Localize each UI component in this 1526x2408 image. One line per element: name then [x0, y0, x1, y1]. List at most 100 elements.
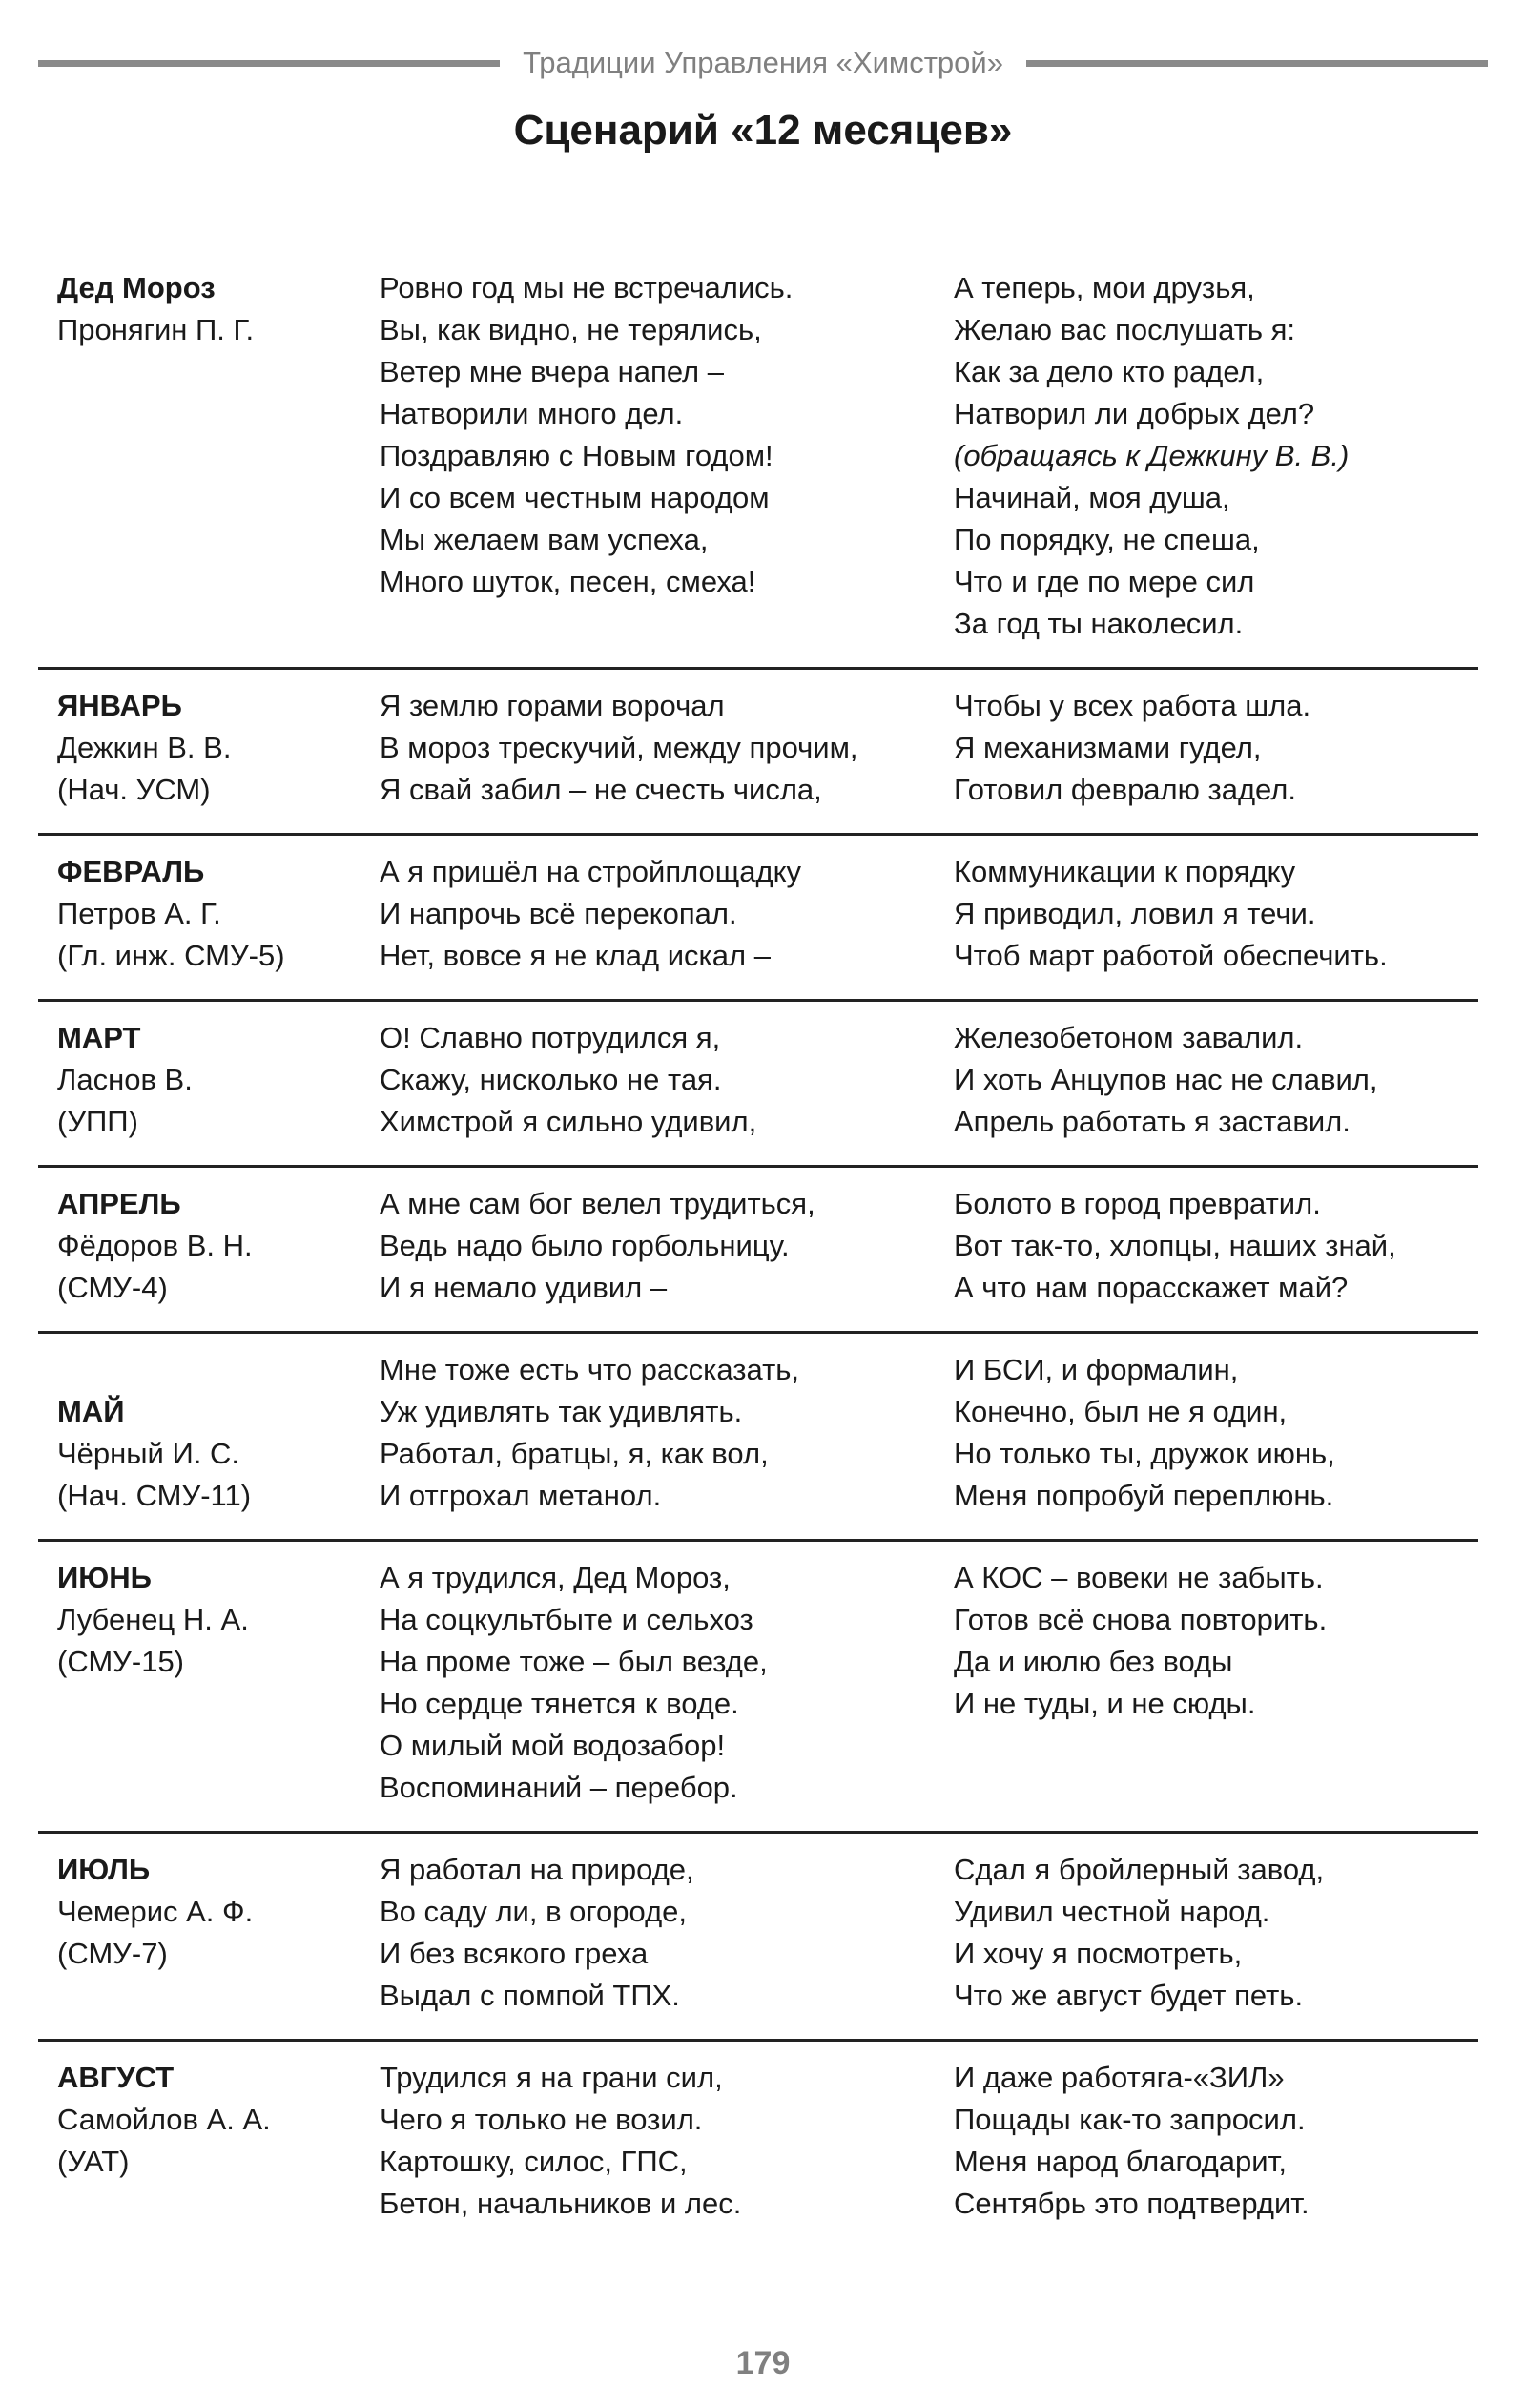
performer-line: (Нач. УСМ): [57, 773, 211, 806]
verse-line: Чего я только не возил.: [380, 2103, 703, 2136]
performer-line: (Нач. СМУ-11): [57, 1479, 252, 1512]
verse-line: (обращаясь к Дежкину В. В.): [954, 439, 1350, 472]
verse-cell-right: Болото в город превратил. Вот так-то, хло…: [954, 1183, 1478, 1309]
verse-line: Ветер мне вчера напел –: [380, 355, 724, 388]
verse-line: На соцкультбыте и сельхоз: [380, 1603, 753, 1636]
role-title: ЯНВАРЬ: [57, 689, 182, 722]
verse-line: Натворил ли добрых дел?: [954, 397, 1315, 430]
script-row: МАРТ Ласнов В. (УПП) О! Славно потрудился я…: [38, 1002, 1478, 1168]
performer-line: Чемерис А. Ф.: [57, 1895, 254, 1928]
verse-line: Удивил честной народ.: [954, 1895, 1270, 1928]
role-title: МАРТ: [57, 1021, 141, 1054]
performer-line: Пронягин П. Г.: [57, 313, 255, 346]
verse-line: Меня попробуй переплюнь.: [954, 1479, 1334, 1512]
verse-line: А что нам порасскажет май?: [954, 1271, 1349, 1304]
verse-line: Работал, братцы, я, как вол,: [380, 1437, 769, 1470]
verse-line: И я немало удивил –: [380, 1271, 668, 1304]
performer-line: (СМУ-7): [57, 1937, 168, 1970]
performer-line: (СМУ-4): [57, 1271, 168, 1304]
verse-line: А КОС – вовеки не забыть.: [954, 1561, 1324, 1594]
performer-line: Самойлов А. А.: [57, 2103, 271, 2136]
verse-line: Сентябрь это подтвердит.: [954, 2187, 1309, 2220]
verse-cell-left: А я трудился, Дед Мороз, На соцкультбыте …: [380, 1557, 954, 1809]
verse-cell-right: Чтобы у всех работа шла. Я механизмами гу…: [954, 685, 1478, 811]
verse-line: А я пришёл на стройплощадку: [380, 855, 802, 888]
verse-line: Трудился я на грани сил,: [380, 2061, 723, 2094]
verse-line: На проме тоже – был везде,: [380, 1645, 768, 1678]
verse-line: Вот так-то, хлопцы, наших знай,: [954, 1229, 1396, 1262]
verse-line: Во саду ли, в огороде,: [380, 1895, 688, 1928]
verse-line: Меня народ благодарит,: [954, 2145, 1287, 2178]
verse-line: О милый мой водозабор!: [380, 1729, 726, 1762]
verse-cell-right: И БСИ, и формалин, Конечно, был не я один…: [954, 1349, 1478, 1517]
verse-line: Что и где по мере сил: [954, 565, 1255, 598]
verse-line: За год ты наколесил.: [954, 607, 1244, 640]
verse-line: Бетон, начальников и лес.: [380, 2187, 742, 2220]
performer-line: (УПП): [57, 1105, 138, 1138]
page-number: 179: [735, 2345, 791, 2381]
performer-line: Дежкин В. В.: [57, 731, 232, 764]
script-table: Дед Мороз Пронягин П. Г. Ровно год мы не в…: [38, 267, 1478, 2247]
verse-cell-left: Я землю горами ворочал В мороз трескучий,…: [380, 685, 954, 811]
role-cell: АВГУСТ Самойлов А. А. (УАТ): [38, 2057, 380, 2225]
role-cell: АПРЕЛЬ Фёдоров В. Н. (СМУ-4): [38, 1183, 380, 1309]
role-cell: Дед Мороз Пронягин П. Г.: [38, 267, 380, 645]
verse-line: Готовил февралю задел.: [954, 773, 1296, 806]
verse-line: Мы желаем вам успеха,: [380, 523, 709, 556]
verse-line: Картошку, силос, ГПС,: [380, 2145, 688, 2178]
verse-line: Но только ты, дружок июнь,: [954, 1437, 1335, 1470]
verse-line: А мне сам бог велел трудиться,: [380, 1187, 815, 1220]
performer-line: Ласнов В.: [57, 1063, 193, 1096]
script-row: АВГУСТ Самойлов А. А. (УАТ) Трудился я на г…: [38, 2042, 1478, 2247]
verse-line: И хочу я посмотреть,: [954, 1937, 1243, 1970]
verse-line: Ведь надо было горбольницу.: [380, 1229, 790, 1262]
script-row: ИЮНЬ Лубенец Н. А. (СМУ-15) А я трудился, Д…: [38, 1542, 1478, 1834]
role-cell: МАЙ Чёрный И. С. (Нач. СМУ-11): [38, 1349, 380, 1517]
verse-line: И хоть Анцупов нас не славил,: [954, 1063, 1378, 1096]
script-row: МАЙ Чёрный И. С. (Нач. СМУ-11) Мне тоже ест…: [38, 1334, 1478, 1542]
verse-line: И со всем честным народом: [380, 481, 770, 514]
role-cell: ФЕВРАЛЬ Петров А. Г. (Гл. инж. СМУ-5): [38, 851, 380, 977]
script-row: ЯНВАРЬ Дежкин В. В. (Нач. УСМ) Я землю гора…: [38, 670, 1478, 836]
script-row: ФЕВРАЛЬ Петров А. Г. (Гл. инж. СМУ-5) А я п…: [38, 836, 1478, 1002]
verse-cell-right: Сдал я бройлерный завод, Удивил честной н…: [954, 1849, 1478, 2017]
verse-line: По порядку, не спеша,: [954, 523, 1260, 556]
verse-line: И отгрохал метанол.: [380, 1479, 662, 1512]
verse-line: Я приводил, ловил я течи.: [954, 897, 1316, 930]
role-title: ИЮЛЬ: [57, 1853, 151, 1886]
verse-line: Химстрой я сильно удивил,: [380, 1105, 757, 1138]
verse-line: Нет, вовсе я не клад искал –: [380, 939, 771, 972]
verse-line: Апрель работать я заставил.: [954, 1105, 1351, 1138]
verse-cell-right: Железобетоном завалил. И хоть Анцупов нас…: [954, 1017, 1478, 1143]
verse-line: Сдал я бройлерный завод,: [954, 1853, 1325, 1886]
role-title: АПРЕЛЬ: [57, 1187, 181, 1220]
verse-line: Как за дело кто радел,: [954, 355, 1265, 388]
verse-line: Поздравляю с Новым годом!: [380, 439, 773, 472]
verse-cell-right: А теперь, мои друзья, Желаю вас послушать…: [954, 267, 1478, 645]
verse-line: Но сердце тянется к воде.: [380, 1687, 739, 1720]
verse-line: Я механизмами гудел,: [954, 731, 1262, 764]
verse-line: Желаю вас послушать я:: [954, 313, 1296, 346]
performer-line: Лубенец Н. А.: [57, 1603, 249, 1636]
verse-line: Конечно, был не я один,: [954, 1395, 1288, 1428]
role-cell: ИЮЛЬ Чемерис А. Ф. (СМУ-7): [38, 1849, 380, 2017]
script-row: АПРЕЛЬ Фёдоров В. Н. (СМУ-4) А мне сам бог …: [38, 1168, 1478, 1334]
role-cell: ИЮНЬ Лубенец Н. А. (СМУ-15): [38, 1557, 380, 1809]
verse-line: А теперь, мои друзья,: [954, 271, 1255, 304]
verse-line: И без всякого греха: [380, 1937, 649, 1970]
verse-line: Я землю горами ворочал: [380, 689, 725, 722]
verse-line: Натворили много дел.: [380, 397, 684, 430]
verse-line: Пощады как-то запросил.: [954, 2103, 1306, 2136]
verse-line: Воспоминаний – перебор.: [380, 1771, 738, 1804]
verse-line: Да и июлю без воды: [954, 1645, 1233, 1678]
verse-line: Много шуток, песен, смеха!: [380, 565, 756, 598]
verse-line: Коммуникации к порядку: [954, 855, 1296, 888]
performer-line: (Гл. инж. СМУ-5): [57, 939, 285, 972]
verse-cell-left: А я пришёл на стройплощадку И напрочь всё…: [380, 851, 954, 977]
verse-line: Скажу, нисколько не тая.: [380, 1063, 722, 1096]
verse-line: И напрочь всё перекопал.: [380, 897, 737, 930]
verse-line: Мне тоже есть что рассказать,: [380, 1353, 800, 1386]
verse-line: А я трудился, Дед Мороз,: [380, 1561, 731, 1594]
header-rule-left: [38, 59, 501, 67]
performer-line: Чёрный И. С.: [57, 1437, 239, 1470]
